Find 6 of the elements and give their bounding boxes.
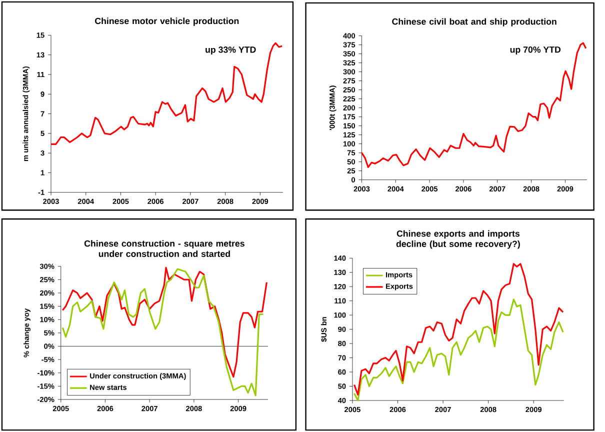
annotation: up 70% YTD <box>510 46 561 54</box>
annotation: up 33% YTD <box>206 46 256 55</box>
chart-title: Chinese construction - square metres under construction and started <box>84 240 244 257</box>
chart-title: Chinese exports and imports decline (but some recovery?) <box>396 230 520 249</box>
chart-title: Chinese civil boat and ship production <box>392 18 556 26</box>
chart-title: Chinese motor vehicle production <box>95 18 239 26</box>
